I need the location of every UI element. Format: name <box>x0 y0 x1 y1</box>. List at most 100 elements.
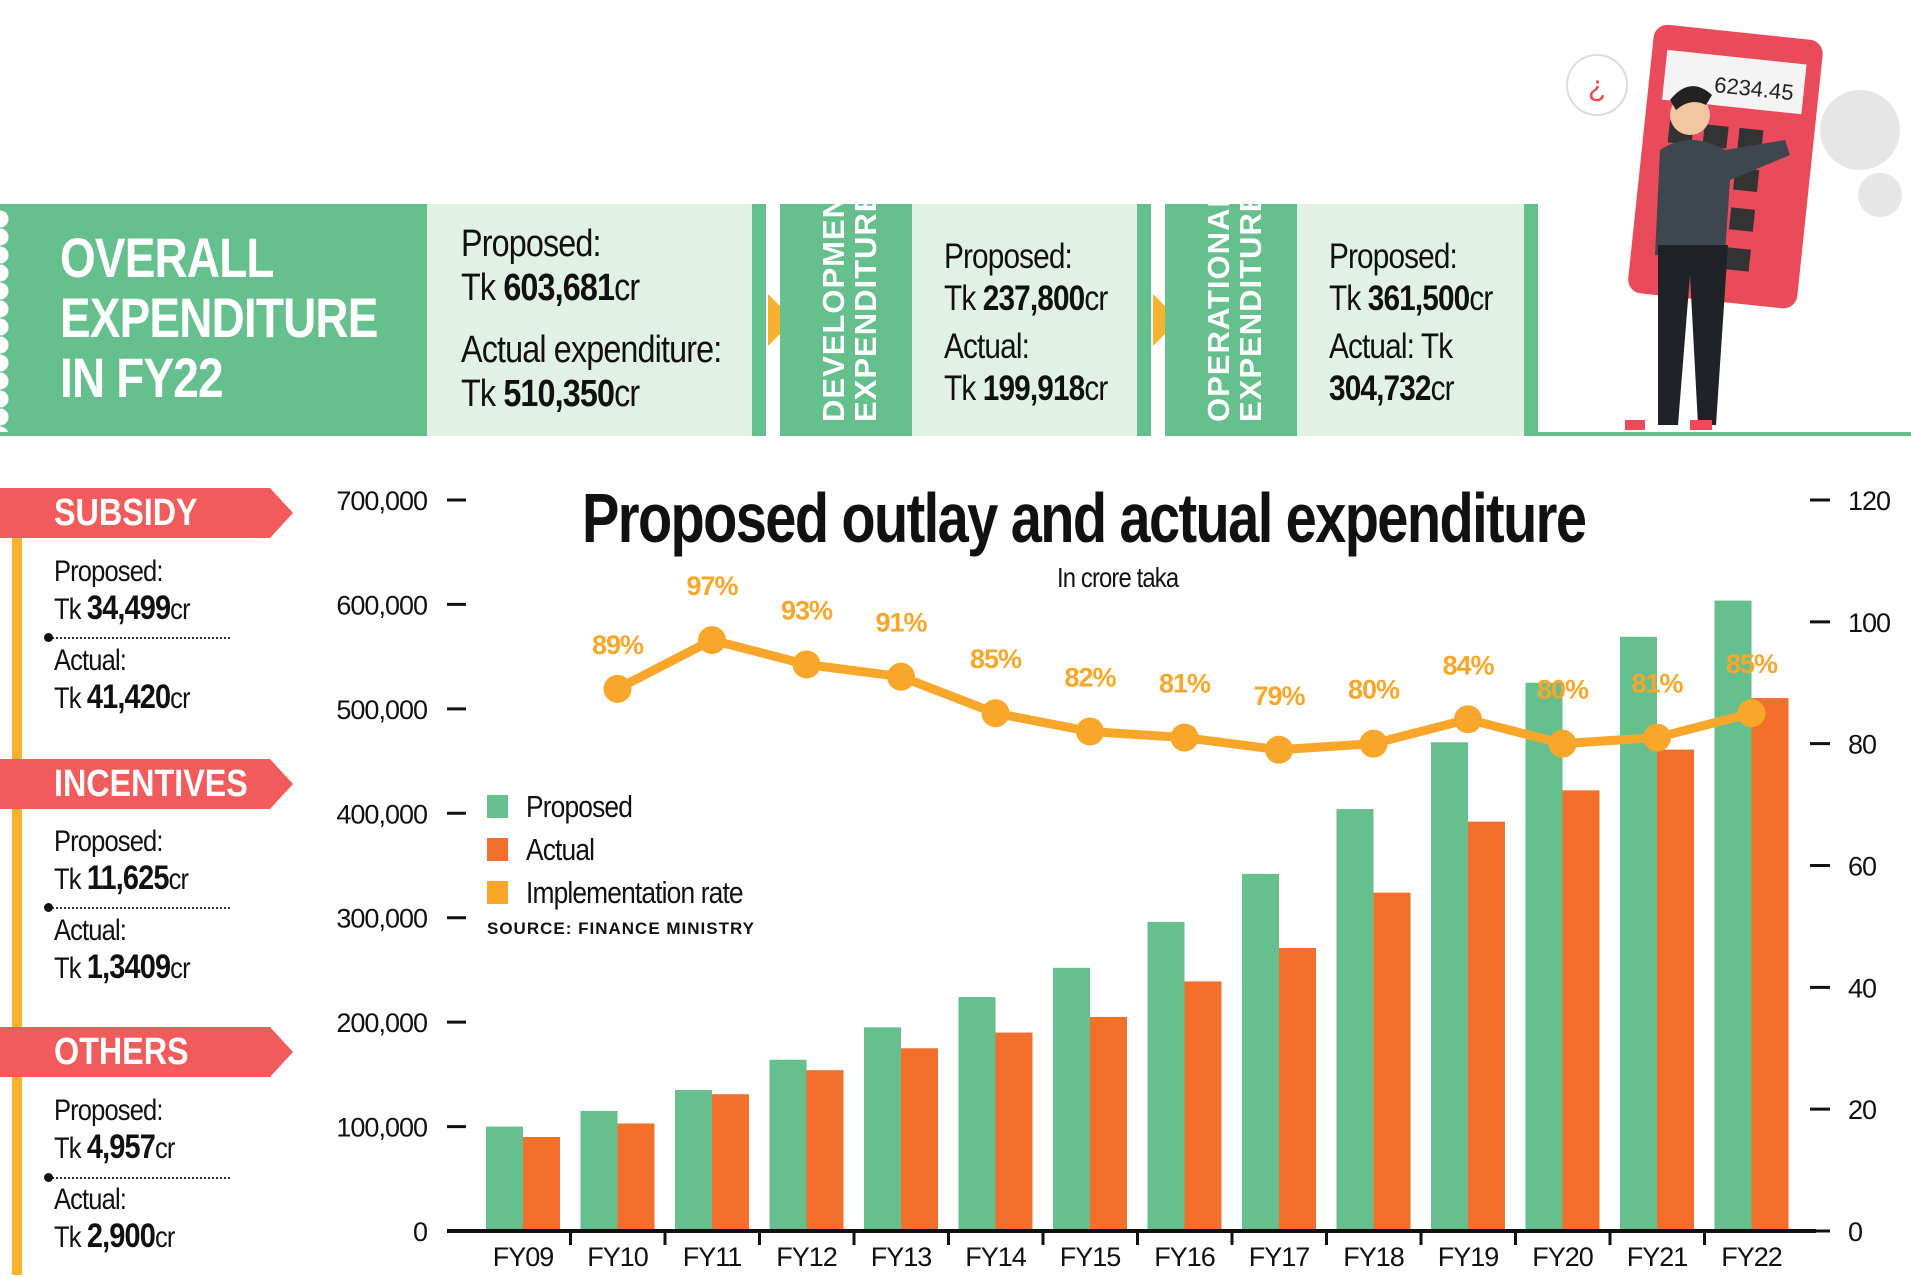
overall-stats: Proposed: Tk 603,681cr Actual expenditur… <box>461 222 767 416</box>
rate-point <box>1643 723 1671 752</box>
development-title-panel <box>780 204 912 436</box>
divider-bar <box>752 204 766 436</box>
x-tick-label: FY09 <box>493 1242 554 1272</box>
legend-proposed: Proposed <box>487 785 781 828</box>
legend-swatch <box>487 881 508 904</box>
subsidy-details: Proposed: Tk 34,499cr Actual: Tk 41,420c… <box>54 553 214 717</box>
bar-actual <box>523 1137 560 1231</box>
rate-point <box>1265 735 1293 764</box>
bar-proposed <box>1431 742 1468 1231</box>
x-tick-label: FY14 <box>965 1242 1027 1272</box>
ribbon-subsidy: SUBSIDY <box>0 488 270 538</box>
calculator-illustration: ¿ 6234.45 <box>1566 24 1902 430</box>
actual-label: Actual expenditure: <box>461 329 722 371</box>
x-tick-label: FY13 <box>871 1242 932 1272</box>
bar-proposed <box>864 1027 901 1231</box>
dot <box>44 903 53 912</box>
operational-stats-panel <box>1297 204 1524 436</box>
legend: Proposed Actual Implementation rate SOUR… <box>487 785 781 944</box>
bar-actual <box>1090 1016 1127 1231</box>
source-note: SOURCE: FINANCE MINISTRY <box>487 919 755 938</box>
dot <box>44 1173 53 1182</box>
actual-label: Actual: <box>54 914 127 947</box>
rate-label: 82% <box>1064 662 1116 692</box>
bar-proposed <box>1242 873 1279 1231</box>
sidebar-rail <box>12 537 22 1275</box>
x-tick-label: FY17 <box>1249 1242 1310 1272</box>
x-tick-label: FY21 <box>1627 1242 1688 1272</box>
left-tick-label: 700,000 <box>336 486 427 516</box>
rate-point <box>792 650 821 679</box>
operational-title-panel <box>1165 204 1297 436</box>
overall-panel <box>0 204 427 436</box>
bar-actual <box>712 1094 749 1231</box>
proposed-label: Proposed: <box>1329 237 1458 276</box>
rate-label: 85% <box>970 644 1022 674</box>
x-tick-label: FY11 <box>683 1242 742 1272</box>
bar-actual <box>1657 749 1694 1231</box>
x-tick-label: FY10 <box>587 1242 648 1272</box>
actual-amount: Tk 2,900cr <box>54 1217 175 1255</box>
right-tick-label: 0 <box>1848 1217 1862 1247</box>
divider <box>48 1177 230 1179</box>
actual-label: Actual: <box>944 327 1030 366</box>
left-tick-label: 0 <box>413 1217 427 1247</box>
ribbon-tip <box>270 1027 293 1077</box>
x-tick-label: FY19 <box>1438 1242 1499 1272</box>
rate-label: 84% <box>1442 650 1494 680</box>
development-stats: Proposed: Tk 237,800cr Actual: Tk 199,91… <box>944 236 1136 410</box>
divider-bar <box>1524 204 1538 436</box>
bar-actual <box>806 1070 844 1231</box>
x-tick-label: FY12 <box>776 1242 837 1272</box>
x-tick-label: FY20 <box>1532 1242 1593 1272</box>
bar-proposed <box>1147 921 1185 1231</box>
bar-actual <box>1562 790 1600 1231</box>
legend-actual: Actual <box>487 828 781 871</box>
bar-actual <box>995 1032 1033 1231</box>
bar-actual <box>1184 981 1222 1231</box>
speech-bubble-text: ¿ <box>1588 70 1606 103</box>
x-tick-label: FY22 <box>1721 1242 1782 1272</box>
right-tick-label: 100 <box>1848 608 1890 638</box>
proposed-amount: Tk 237,800cr <box>944 279 1108 318</box>
right-tick-label: 40 <box>1848 973 1876 1003</box>
rate-point <box>1170 723 1199 752</box>
overall-stats-panel <box>427 204 752 436</box>
right-tick-label: 20 <box>1848 1095 1876 1125</box>
rate-point <box>887 662 915 691</box>
divider <box>48 637 230 639</box>
right-tick-label: 80 <box>1848 730 1876 760</box>
others-details: Proposed: Tk 4,957cr Actual: Tk 2,900cr <box>54 1092 196 1256</box>
actual-label: Actual: <box>54 644 127 677</box>
legend-swatch <box>487 838 508 861</box>
rate-label: 79% <box>1253 681 1305 711</box>
rate-point <box>603 674 632 703</box>
divider <box>48 907 230 909</box>
title-line: IN FY22 <box>60 346 224 409</box>
proposed-amount: Tk 4,957cr <box>54 1128 175 1166</box>
rate-point <box>1548 729 1577 758</box>
rate-point <box>1076 717 1104 746</box>
bar-proposed <box>675 1090 712 1231</box>
proposed-amount: Tk 361,500cr <box>1329 279 1493 318</box>
actual-amount: Tk 199,918cr <box>944 369 1108 408</box>
actual-amount: Tk 41,420cr <box>54 678 191 716</box>
bar-actual <box>617 1123 655 1231</box>
actual-amount: Tk 510,350cr <box>461 373 640 415</box>
legend-implementation-rate: Implementation rate <box>487 871 781 914</box>
rate-label: 89% <box>592 630 644 660</box>
speech-bubble <box>1566 54 1628 116</box>
ribbon-others: OTHERS <box>0 1027 270 1077</box>
bar-actual <box>1751 698 1789 1231</box>
legend-swatch <box>487 795 508 818</box>
scalloped-edge <box>0 210 9 432</box>
rate-label: 80% <box>1537 675 1589 705</box>
person-figure <box>1625 86 1790 430</box>
right-tick-label: 120 <box>1848 486 1890 516</box>
ribbon-tip <box>270 488 293 538</box>
bar-proposed <box>1525 682 1563 1231</box>
bar-proposed <box>958 997 996 1231</box>
rate-point <box>981 699 1010 728</box>
rate-point <box>1454 705 1482 734</box>
bar-actual <box>1373 892 1411 1231</box>
